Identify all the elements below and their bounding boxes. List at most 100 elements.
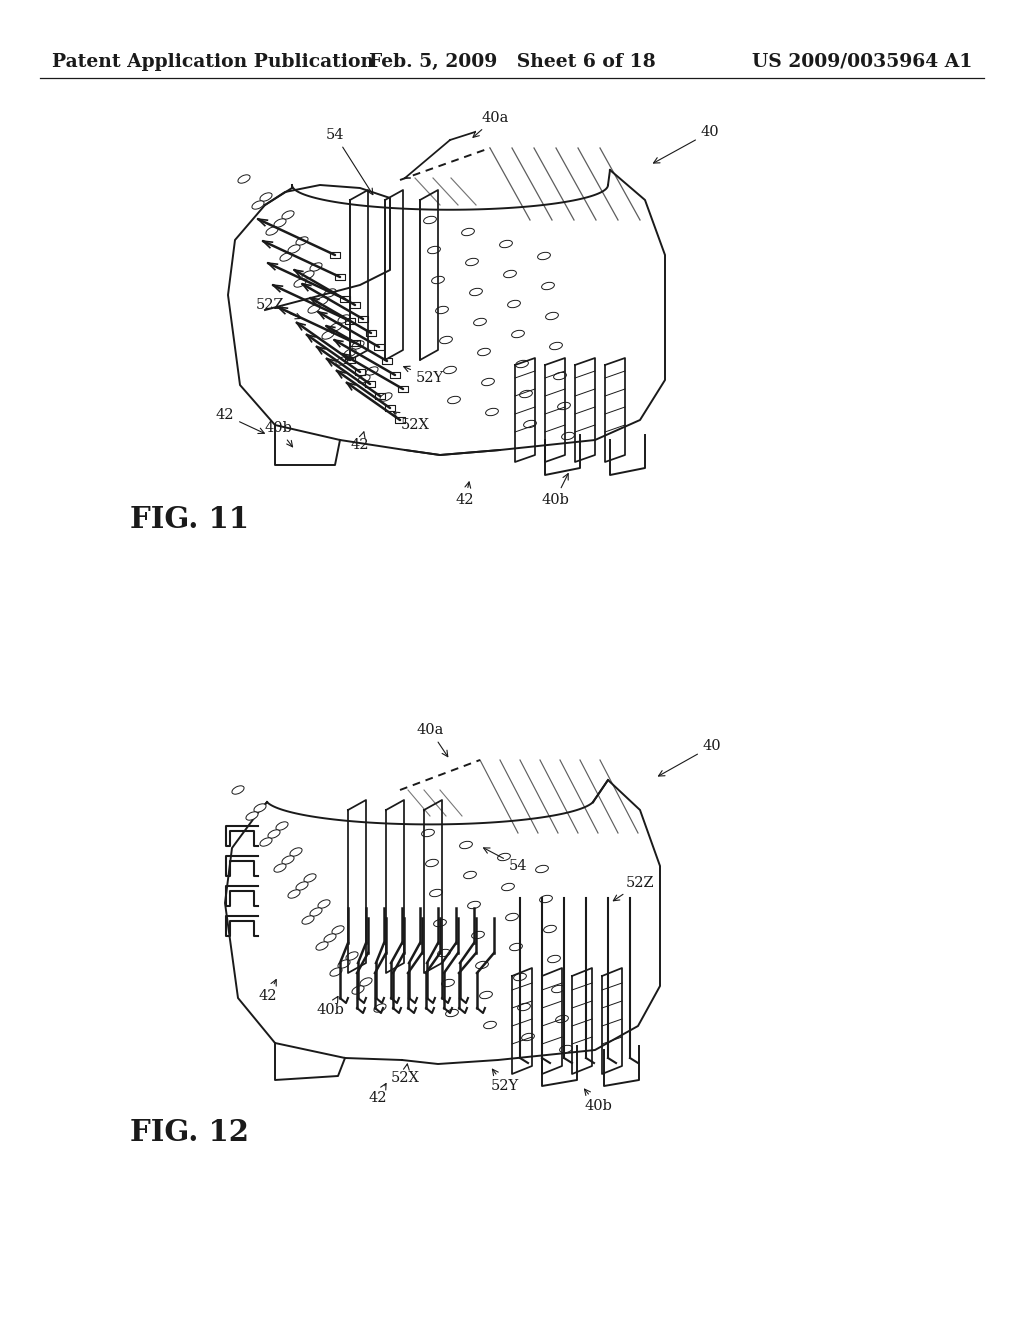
- Text: 52Y: 52Y: [403, 366, 444, 385]
- Ellipse shape: [556, 1015, 568, 1023]
- Ellipse shape: [472, 932, 484, 939]
- Text: 52Z: 52Z: [613, 876, 654, 900]
- Ellipse shape: [268, 830, 281, 838]
- Ellipse shape: [290, 847, 302, 857]
- Text: 42: 42: [259, 979, 278, 1003]
- Text: US 2009/0035964 A1: US 2009/0035964 A1: [752, 53, 972, 71]
- Ellipse shape: [474, 318, 486, 326]
- Ellipse shape: [322, 331, 334, 339]
- Ellipse shape: [558, 403, 570, 409]
- Ellipse shape: [380, 393, 392, 401]
- Ellipse shape: [366, 367, 378, 375]
- Ellipse shape: [288, 890, 300, 898]
- Ellipse shape: [302, 271, 314, 280]
- Ellipse shape: [468, 902, 480, 908]
- Ellipse shape: [542, 282, 554, 289]
- Ellipse shape: [538, 252, 550, 260]
- Ellipse shape: [310, 908, 323, 916]
- Ellipse shape: [519, 391, 532, 397]
- Ellipse shape: [296, 236, 308, 246]
- Ellipse shape: [521, 1034, 535, 1040]
- Text: 40b: 40b: [541, 474, 569, 507]
- Ellipse shape: [231, 785, 244, 795]
- Text: Patent Application Publication: Patent Application Publication: [52, 53, 374, 71]
- Ellipse shape: [510, 944, 522, 950]
- Ellipse shape: [500, 240, 512, 248]
- Ellipse shape: [554, 372, 566, 380]
- Ellipse shape: [338, 314, 350, 323]
- Text: 42: 42: [216, 408, 264, 433]
- Ellipse shape: [462, 228, 474, 236]
- Ellipse shape: [422, 829, 434, 837]
- Text: 42: 42: [369, 1084, 387, 1105]
- Ellipse shape: [483, 1022, 497, 1028]
- Ellipse shape: [352, 341, 365, 350]
- Text: 52X: 52X: [393, 412, 429, 432]
- Ellipse shape: [274, 219, 286, 227]
- Ellipse shape: [275, 822, 288, 830]
- Text: 40b: 40b: [316, 997, 344, 1016]
- Ellipse shape: [332, 925, 344, 935]
- Ellipse shape: [330, 323, 342, 331]
- Text: 40b: 40b: [264, 421, 293, 446]
- Ellipse shape: [548, 956, 560, 962]
- Ellipse shape: [426, 859, 438, 867]
- Ellipse shape: [552, 985, 564, 993]
- Ellipse shape: [316, 297, 328, 305]
- Ellipse shape: [544, 925, 556, 933]
- Text: 54: 54: [326, 128, 373, 194]
- Text: FIG. 12: FIG. 12: [130, 1118, 249, 1147]
- Ellipse shape: [479, 991, 493, 999]
- Ellipse shape: [316, 941, 328, 950]
- Text: 40: 40: [658, 739, 721, 776]
- Ellipse shape: [324, 933, 336, 942]
- Ellipse shape: [536, 866, 549, 873]
- Ellipse shape: [266, 227, 279, 235]
- Ellipse shape: [508, 301, 520, 308]
- Ellipse shape: [374, 1003, 386, 1012]
- Ellipse shape: [344, 348, 356, 358]
- Ellipse shape: [517, 1003, 530, 1011]
- Ellipse shape: [445, 1010, 459, 1016]
- Ellipse shape: [464, 871, 476, 879]
- Ellipse shape: [550, 342, 562, 350]
- Ellipse shape: [304, 874, 316, 882]
- Ellipse shape: [352, 986, 365, 994]
- Ellipse shape: [274, 863, 286, 873]
- Ellipse shape: [296, 882, 308, 890]
- Text: 40a: 40a: [417, 723, 447, 756]
- Text: 52Z: 52Z: [256, 298, 301, 319]
- Ellipse shape: [254, 804, 266, 812]
- Ellipse shape: [317, 900, 330, 908]
- Ellipse shape: [512, 330, 524, 338]
- Ellipse shape: [540, 895, 552, 903]
- Ellipse shape: [559, 1045, 572, 1052]
- Ellipse shape: [437, 949, 451, 957]
- Ellipse shape: [358, 375, 370, 383]
- Text: 52X: 52X: [390, 1064, 420, 1085]
- Ellipse shape: [310, 263, 323, 271]
- Ellipse shape: [466, 259, 478, 265]
- Ellipse shape: [330, 968, 342, 977]
- Ellipse shape: [477, 348, 490, 355]
- Ellipse shape: [447, 396, 461, 404]
- Ellipse shape: [443, 367, 457, 374]
- Ellipse shape: [282, 855, 294, 865]
- Text: 54: 54: [483, 847, 527, 873]
- Ellipse shape: [460, 841, 472, 849]
- Ellipse shape: [439, 337, 453, 343]
- Ellipse shape: [546, 313, 558, 319]
- Ellipse shape: [561, 433, 574, 440]
- Ellipse shape: [485, 408, 499, 416]
- Ellipse shape: [252, 201, 264, 209]
- Text: 52Y: 52Y: [490, 1069, 519, 1093]
- Ellipse shape: [280, 253, 292, 261]
- Ellipse shape: [346, 952, 358, 960]
- Ellipse shape: [481, 379, 495, 385]
- Ellipse shape: [246, 812, 258, 820]
- Ellipse shape: [523, 420, 537, 428]
- Ellipse shape: [506, 913, 518, 920]
- Ellipse shape: [324, 289, 336, 297]
- Ellipse shape: [514, 973, 526, 981]
- Ellipse shape: [470, 288, 482, 296]
